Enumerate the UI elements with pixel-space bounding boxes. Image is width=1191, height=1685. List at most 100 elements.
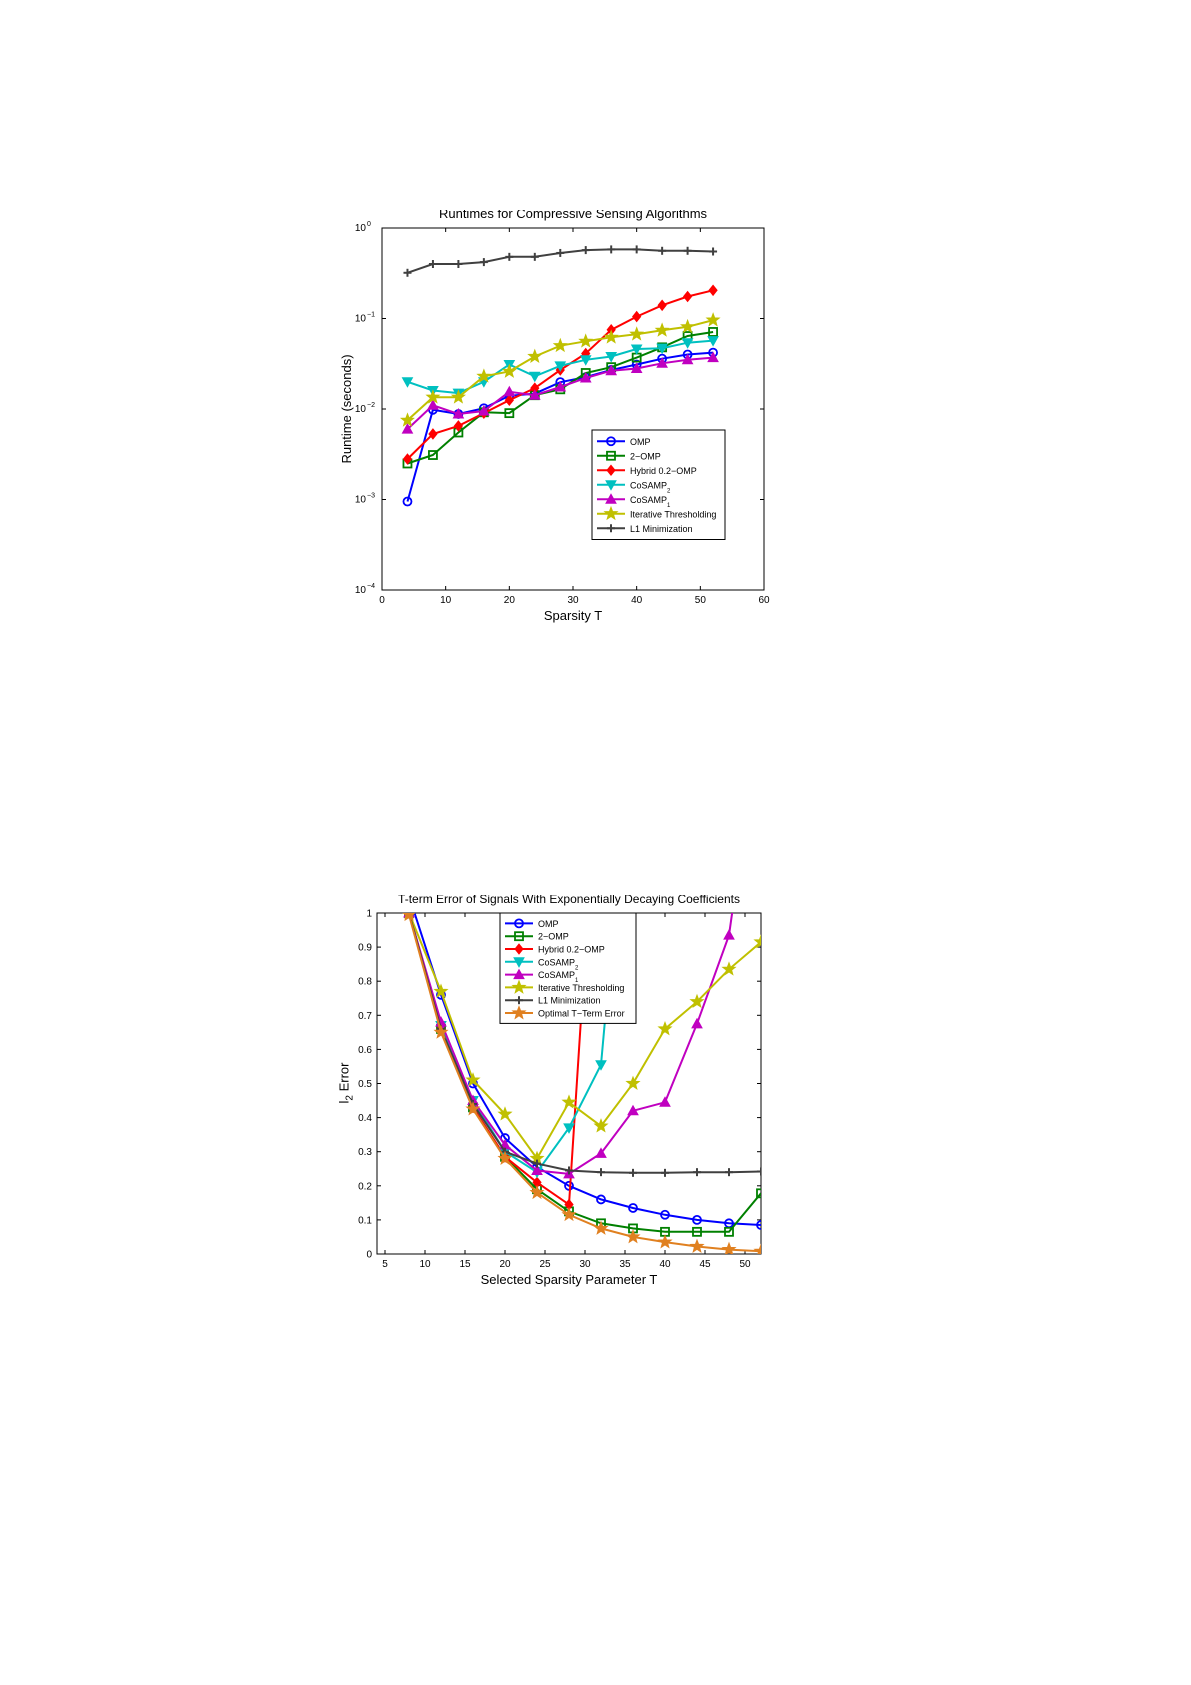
data-point — [721, 1241, 737, 1254]
data-point — [757, 1167, 761, 1176]
data-point — [399, 412, 415, 427]
x-tick-label: 30 — [579, 1259, 591, 1270]
legend-box — [499, 912, 637, 1024]
data-point — [753, 934, 761, 949]
y-tick-label: 0 — [366, 1250, 372, 1261]
data-point — [452, 407, 465, 419]
data-point — [531, 1164, 543, 1175]
data-point — [689, 993, 705, 1009]
legend-item-omp: OMP — [505, 918, 559, 929]
x-tick-label: 10 — [440, 595, 452, 606]
legend-item-iterative-thresholding: Iterative Thresholding — [505, 979, 624, 994]
legend-marker — [513, 957, 525, 968]
data-point — [476, 368, 492, 383]
chart-title: T-term Error of Signals With Exponential… — [398, 895, 740, 906]
legend-label: Hybrid 0.2−OMP — [630, 466, 697, 476]
legend-marker — [606, 436, 616, 447]
y-tick-label: 10 — [355, 585, 367, 596]
series-optimal-t-term-error — [402, 913, 761, 1254]
data-point — [497, 1106, 513, 1121]
data-point — [661, 1168, 669, 1177]
data-point — [625, 1228, 641, 1244]
data-point — [689, 1238, 705, 1253]
y-axis-label: l2 Error — [337, 1062, 356, 1104]
x-tick-label: 50 — [695, 595, 707, 606]
data-point — [682, 290, 693, 303]
plot-area — [399, 245, 721, 507]
data-point — [578, 333, 594, 348]
legend-marker — [606, 450, 616, 461]
data-point — [630, 344, 643, 356]
legend-marker — [514, 943, 524, 955]
data-point — [425, 389, 441, 404]
data-point — [453, 420, 464, 432]
legend-item-hybrid-0-2-omp: Hybrid 0.2−OMP — [505, 943, 605, 955]
data-point — [579, 355, 592, 366]
x-tick-label: 20 — [504, 595, 516, 606]
data-point — [554, 361, 567, 372]
data-point — [563, 1123, 575, 1134]
legend-label: L1 Minimization — [630, 524, 693, 534]
legend-item-optimal-t-term-error: Optimal T−Term Error — [505, 1005, 625, 1020]
legend-label: Iterative Thresholding — [538, 983, 624, 993]
x-tick-label: 30 — [567, 595, 579, 606]
y-tick-label: 0.9 — [358, 943, 372, 954]
data-point — [454, 260, 463, 269]
series-line — [413, 913, 761, 1226]
x-tick-label: 10 — [419, 1259, 431, 1270]
x-tick-label: 5 — [382, 1259, 388, 1270]
data-point — [660, 1209, 670, 1220]
x-tick-label: 35 — [619, 1259, 631, 1270]
data-point — [724, 1226, 734, 1237]
data-point — [579, 371, 592, 383]
data-point — [681, 353, 694, 365]
data-point — [628, 1203, 638, 1213]
data-point — [595, 1060, 607, 1071]
data-point — [504, 408, 515, 419]
legend-marker — [607, 524, 615, 533]
x-tick-label: 60 — [758, 595, 770, 606]
data-point — [527, 348, 543, 363]
legend-marker — [606, 464, 616, 477]
data-point — [605, 352, 618, 363]
data-point — [554, 380, 567, 392]
data-point — [723, 929, 735, 940]
data-point — [561, 1206, 577, 1222]
chart-title: Runtimes for Compressive Sensing Algorit… — [439, 210, 708, 221]
legend-label: OMP — [630, 437, 651, 447]
data-point — [683, 246, 692, 255]
y-tick-label: 0.2 — [358, 1181, 372, 1192]
data-point — [725, 1168, 733, 1177]
legend-marker — [514, 931, 524, 942]
series-l1-minimization — [403, 245, 718, 277]
legend-marker — [511, 979, 527, 994]
data-point — [605, 364, 618, 376]
legend-label: Hybrid 0.2−OMP — [538, 945, 605, 955]
y-tick-label: 0.7 — [358, 1011, 372, 1022]
data-point — [691, 1017, 703, 1029]
series-cosamp2 — [401, 336, 719, 400]
legend-marker — [515, 996, 523, 1005]
data-point — [504, 394, 514, 407]
data-point — [428, 450, 438, 460]
series-line — [408, 913, 761, 1161]
legend-label: 2−OMP — [630, 451, 661, 461]
legend-item-2-omp: 2−OMP — [505, 931, 569, 942]
legend-item-l1-minimization: L1 Minimization — [505, 996, 601, 1006]
x-tick-label: 40 — [631, 595, 643, 606]
data-point — [528, 371, 541, 383]
data-point — [659, 1096, 671, 1107]
data-point — [402, 453, 413, 465]
data-point — [402, 913, 416, 922]
data-point — [708, 284, 718, 297]
data-point — [607, 245, 616, 254]
series-line — [408, 913, 761, 1174]
data-point — [707, 336, 719, 347]
legend-item-2-omp: 2−OMP — [597, 450, 661, 461]
legend-label: L1 Minimization — [538, 996, 601, 1006]
plot-area — [402, 913, 761, 1254]
data-point — [465, 1101, 481, 1116]
y-tick-label: 10 — [355, 495, 367, 506]
